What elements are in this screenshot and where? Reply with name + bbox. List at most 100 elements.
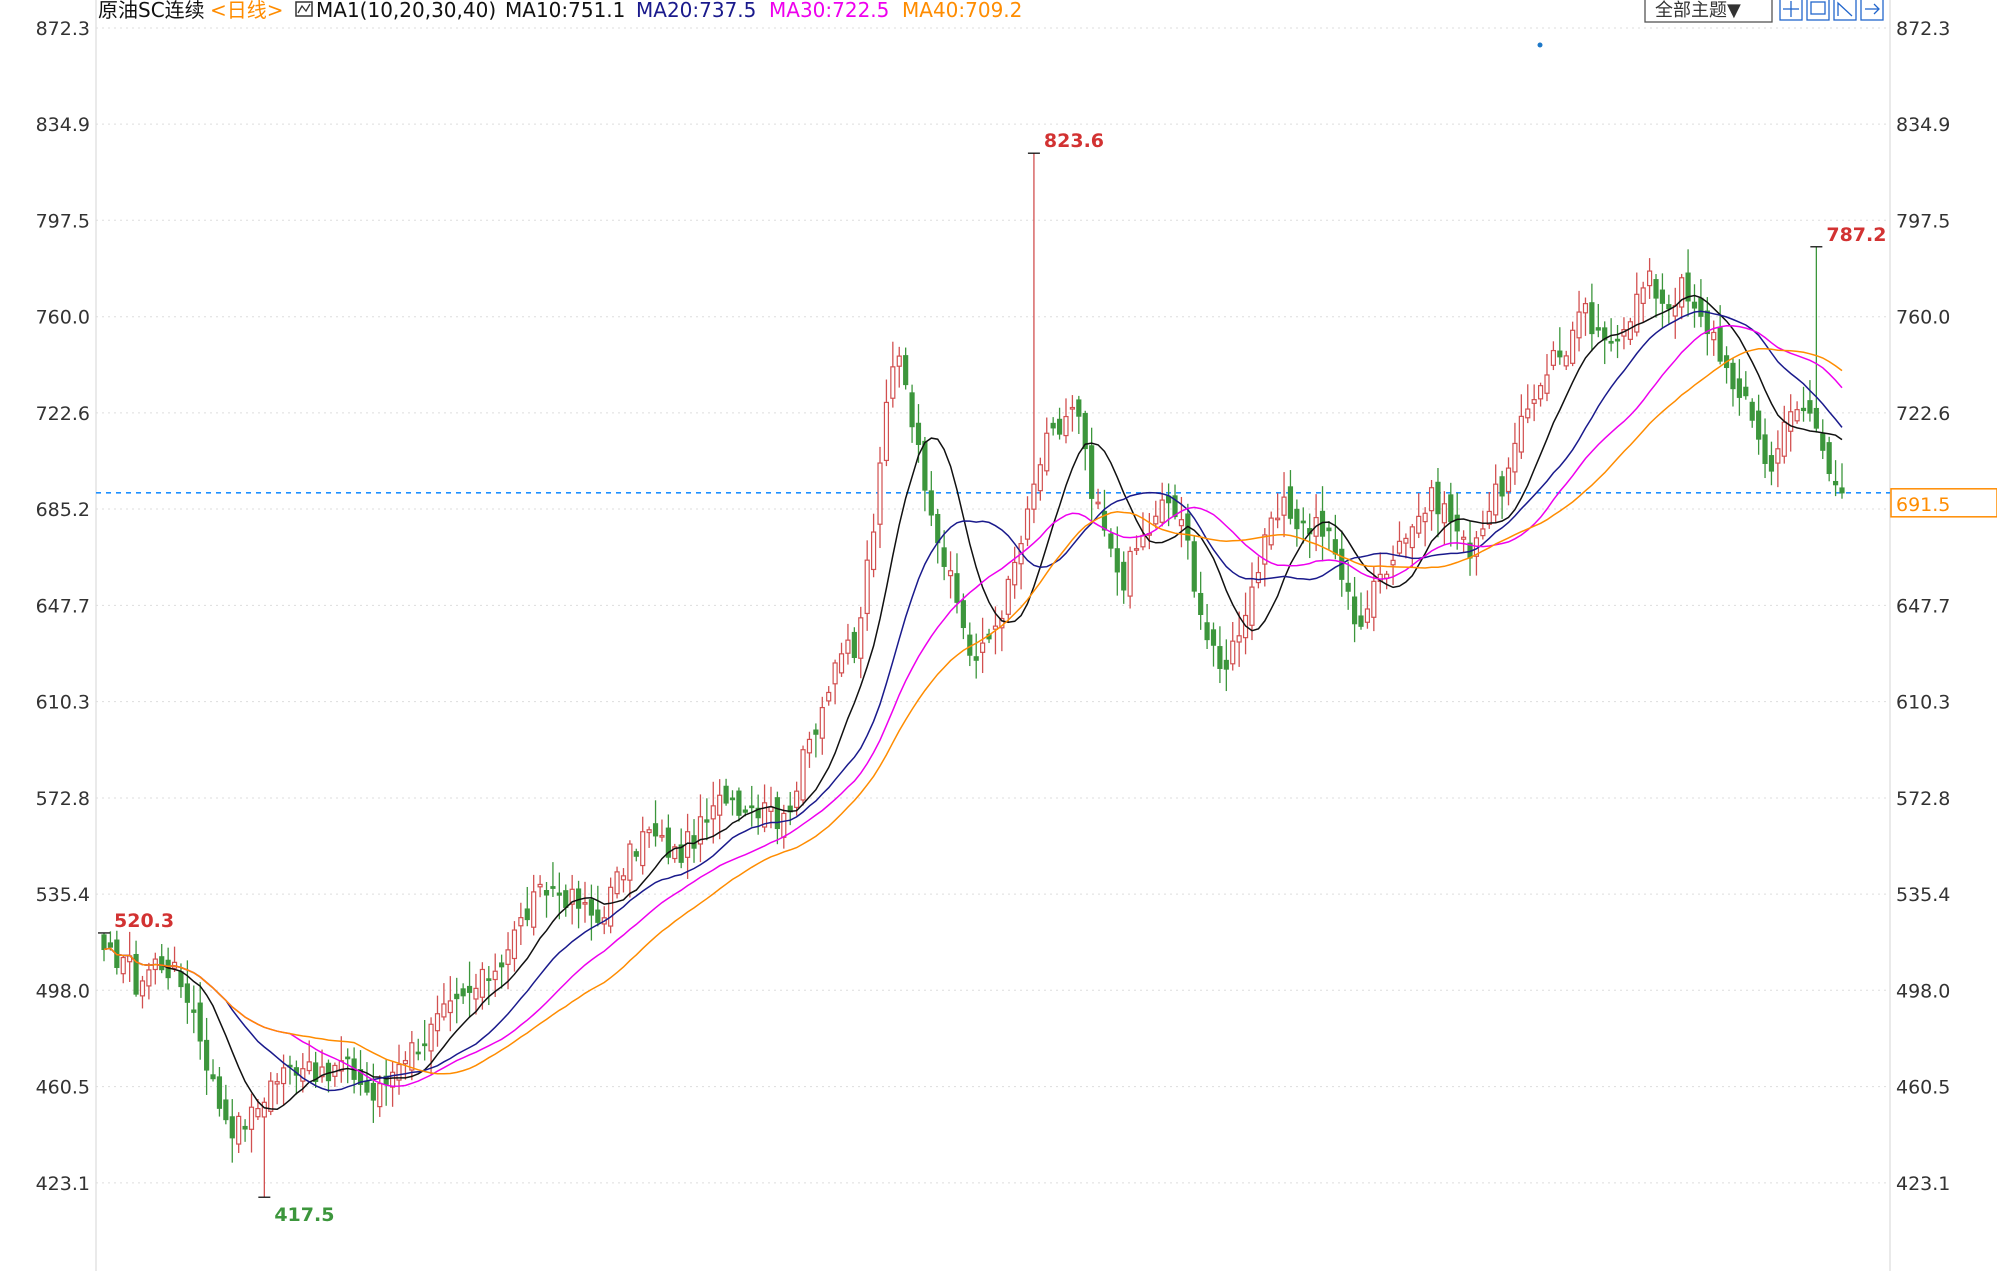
y-tick-label-right: 760.0 bbox=[1896, 307, 1950, 329]
candle-down bbox=[1223, 659, 1229, 670]
candle-up bbox=[627, 843, 633, 881]
candle-down bbox=[1813, 407, 1819, 429]
legend-period[interactable]: <日线> bbox=[210, 0, 284, 22]
crosshair-icon[interactable] bbox=[1779, 0, 1803, 21]
candle-down bbox=[1589, 302, 1595, 335]
y-tick-label-left: 722.6 bbox=[36, 403, 90, 425]
candle-up bbox=[569, 888, 575, 905]
candle-down bbox=[1743, 386, 1749, 397]
candle-up bbox=[306, 1061, 312, 1072]
candle-up bbox=[473, 987, 479, 1000]
extreme-annotations: 520.3 417.5 823.6 787.2 bbox=[98, 130, 1886, 1226]
candle-up bbox=[1512, 442, 1518, 473]
candle-up bbox=[1428, 487, 1435, 512]
candle-up bbox=[1024, 508, 1031, 540]
candle-up bbox=[838, 653, 845, 674]
candle-down bbox=[1820, 433, 1826, 451]
zoom-icon[interactable] bbox=[1806, 0, 1830, 21]
candle-up bbox=[896, 355, 902, 367]
candle-down bbox=[1448, 494, 1454, 523]
candle-down bbox=[1172, 495, 1178, 518]
candle-up bbox=[1275, 517, 1281, 521]
candle-up bbox=[1249, 586, 1255, 626]
legend-title: 原油SC连续 bbox=[98, 0, 205, 22]
candle-up bbox=[794, 790, 800, 809]
candle-down bbox=[1832, 480, 1839, 486]
candle-up bbox=[858, 617, 864, 659]
candle-down bbox=[1602, 327, 1608, 341]
chart-style-icon[interactable] bbox=[1833, 0, 1857, 21]
candle-up bbox=[1230, 640, 1236, 665]
candle-down bbox=[928, 490, 934, 516]
candle-up bbox=[1781, 421, 1787, 457]
y-tick-label-right: 872.3 bbox=[1896, 18, 1950, 40]
candle-up bbox=[1422, 512, 1428, 523]
candle-up bbox=[761, 802, 768, 828]
legend-indicator[interactable]: MA1(10,20,30,40) bbox=[316, 0, 496, 22]
candle-up bbox=[845, 639, 851, 654]
candle-up bbox=[1396, 540, 1403, 554]
candle-up bbox=[1127, 550, 1133, 597]
theme-select-button[interactable]: 全部主题▼ bbox=[1644, 0, 1773, 23]
candle-up bbox=[537, 883, 543, 888]
candle-up bbox=[871, 531, 877, 571]
ma20-line bbox=[103, 310, 1843, 1092]
candle-up bbox=[1480, 528, 1486, 537]
candle-down bbox=[1114, 548, 1120, 573]
candle-down bbox=[159, 956, 165, 971]
candle-up bbox=[280, 1067, 287, 1085]
candle-up bbox=[806, 738, 813, 754]
candle-down bbox=[325, 1062, 332, 1082]
y-tick-label-left: 685.2 bbox=[36, 499, 90, 521]
candle-down bbox=[1826, 442, 1832, 475]
candle-up bbox=[826, 691, 832, 702]
candle-down bbox=[595, 909, 601, 923]
candle-up bbox=[492, 970, 498, 981]
candle-down bbox=[1108, 533, 1114, 549]
candle-up bbox=[992, 625, 999, 630]
candle-up bbox=[1550, 349, 1556, 366]
candle-down bbox=[345, 1056, 351, 1060]
candle-up bbox=[511, 929, 518, 960]
candle-down bbox=[210, 1074, 216, 1080]
candle-down bbox=[178, 971, 184, 988]
candle-up bbox=[697, 816, 704, 845]
candle-down bbox=[107, 942, 114, 948]
candle-up bbox=[1775, 448, 1781, 464]
toolbar: 全部主题▼ bbox=[1644, 0, 1884, 23]
y-tick-label-left: 498.0 bbox=[36, 980, 90, 1002]
candle-down bbox=[813, 729, 819, 735]
candle-down bbox=[101, 934, 107, 951]
candle-down bbox=[1749, 401, 1755, 421]
candle-up bbox=[402, 1059, 409, 1065]
candle-up bbox=[1582, 303, 1589, 314]
y-tick-label-left: 834.9 bbox=[36, 114, 90, 136]
candle-down bbox=[242, 1125, 248, 1130]
candle-up bbox=[518, 917, 524, 927]
candle-up bbox=[236, 1115, 242, 1145]
candle-down bbox=[499, 962, 505, 968]
y-tick-label-right: 572.8 bbox=[1896, 788, 1950, 810]
candle-up bbox=[1268, 517, 1274, 546]
candle-down bbox=[749, 805, 755, 809]
candle-down bbox=[1807, 400, 1813, 414]
candle-up bbox=[980, 642, 986, 653]
candle-down bbox=[1698, 297, 1704, 317]
candle-up bbox=[139, 980, 146, 997]
export-icon[interactable] bbox=[1860, 0, 1884, 21]
candle-down bbox=[922, 440, 928, 491]
candle-down bbox=[1056, 418, 1063, 435]
candle-up bbox=[646, 829, 652, 834]
y-tick-label-right: 460.5 bbox=[1896, 1077, 1950, 1099]
candle-down bbox=[742, 809, 748, 813]
candle-up bbox=[319, 1066, 325, 1078]
candle-down bbox=[903, 355, 909, 386]
high-annotation: 787.2 bbox=[1826, 224, 1886, 246]
candle-down bbox=[1294, 508, 1300, 530]
candle-down bbox=[954, 573, 960, 603]
candle-down bbox=[1050, 422, 1056, 429]
candle-down bbox=[216, 1076, 223, 1109]
candle-down bbox=[960, 600, 966, 629]
candle-down bbox=[191, 1009, 197, 1013]
